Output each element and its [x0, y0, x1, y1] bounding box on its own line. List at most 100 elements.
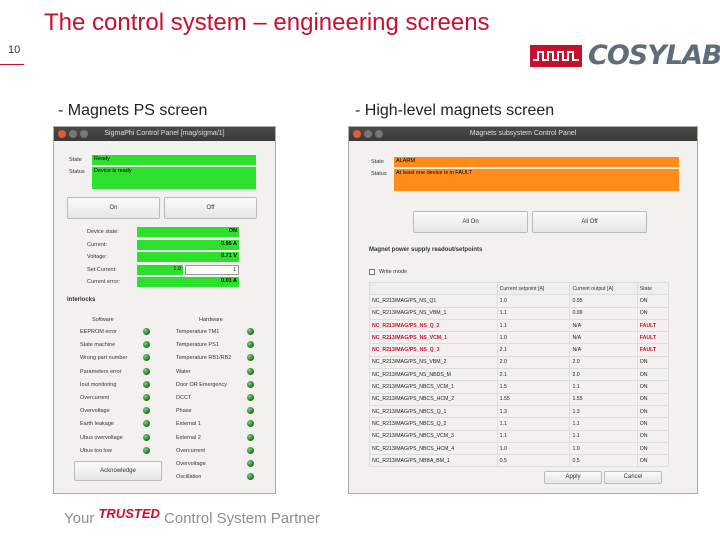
table-cell[interactable]: 1.5 [496, 380, 571, 394]
table-cell[interactable]: NC_R213/MAG/PS_NBCS_Q_2 [369, 417, 498, 431]
table-row[interactable]: NC_R213/MAG/PS_NBBA_BM_1 0.5 0.5 ON [369, 454, 670, 468]
table-cell[interactable]: 0.99 [569, 306, 638, 320]
table-cell[interactable]: 1.55 [569, 392, 638, 406]
table-cell[interactable]: ON [636, 454, 670, 468]
table-row[interactable]: NC_R213/MAG/PS_NBCS_VCM_3 1.1 1.1 ON [369, 429, 670, 443]
table-cell[interactable]: NC_R213/MAG/PS_NBCS_HCM_2 [369, 392, 498, 406]
set-current-spinbox[interactable]: 1.0 [137, 264, 183, 275]
table-cell[interactable]: 1.1 [569, 417, 638, 431]
table-cell[interactable]: ON [636, 368, 670, 382]
all-on-button[interactable]: All On [413, 211, 528, 233]
table-cell[interactable]: NC_R213/MAG/PS_NS_VBM_2 [369, 355, 498, 370]
table-cell[interactable]: FAULT [636, 331, 670, 345]
table-cell[interactable]: 1.0 [496, 294, 571, 308]
table-cell[interactable]: 2.0 [569, 355, 638, 370]
table-cell[interactable]: 1.3 [496, 404, 571, 419]
cancel-button[interactable]: Cancel [604, 471, 662, 484]
table-cell[interactable]: NC_R213/MAG/PS_NS_Q1 [369, 294, 498, 308]
column-header[interactable]: State [636, 281, 670, 296]
table-cell[interactable]: ON [636, 417, 670, 431]
table-row[interactable]: NC_R213/MAG/PS_NS_VCM_1 1.0 N/A FAULT [369, 331, 670, 345]
logo-pulse-icon [530, 44, 582, 67]
table-cell[interactable]: FAULT [636, 318, 670, 333]
table-cell[interactable]: N/A [569, 343, 638, 357]
slide-number: 10 [8, 44, 21, 56]
table-cell[interactable]: 1.0 [569, 441, 638, 456]
table-cell[interactable]: NC_R213/MAG/PS_NBCS_HCM_4 [369, 441, 498, 456]
table-cell[interactable]: 1.0 [496, 331, 571, 345]
table-row[interactable]: NC_R213/MAG/PS_NS_VBM_1 1.1 0.99 ON [369, 306, 670, 320]
apply-button[interactable]: Apply [544, 471, 602, 484]
table-cell[interactable]: FAULT [636, 343, 670, 357]
minimize-icon[interactable] [69, 130, 77, 138]
table-cell[interactable]: 1.1 [569, 429, 638, 443]
status-led-icon [143, 367, 150, 375]
table-cell[interactable]: ON [636, 355, 670, 370]
table-cell[interactable]: 2.0 [496, 355, 571, 370]
table-row[interactable]: NC_R213/MAG/PS_NBCS_Q_1 1.3 1.3 ON [369, 404, 670, 419]
table-cell[interactable]: 1.1 [496, 429, 571, 443]
set-current-input[interactable]: 1 [185, 264, 239, 275]
table-cell[interactable]: 1.3 [569, 404, 638, 419]
on-button[interactable]: On [67, 197, 160, 219]
table-row[interactable]: NC_R213/MAG/PS_NBCS_HCM_4 1.0 1.0 ON [369, 441, 670, 456]
table-row[interactable]: NC_R213/MAG/PS_NBCS_Q_2 1.1 1.1 ON [369, 417, 670, 431]
table-cell[interactable]: N/A [569, 318, 638, 333]
off-button[interactable]: Off [164, 197, 257, 219]
acknowledge-button[interactable]: Acknowledge [74, 461, 162, 481]
table-cell[interactable]: NC_R213/MAG/PS_NS_VBM_1 [369, 306, 498, 320]
table-cell[interactable]: ON [636, 404, 670, 419]
write-mode-checkbox[interactable] [369, 269, 375, 275]
all-off-button[interactable]: All Off [532, 211, 647, 233]
table-row[interactable]: NC_R213/MAG/PS_NS_Q1 1.0 0.95 ON [369, 294, 670, 308]
table-cell[interactable]: NC_R213/MAG/PS_NBCS_VCM_3 [369, 429, 498, 443]
table-row[interactable]: NC_R213/MAG/PS_NS_Q_3 2.1 N/A FAULT [369, 343, 670, 357]
hardware-interlock-label: Overcurrent [176, 447, 206, 454]
table-cell[interactable]: NC_R213/MAG/PS_NBCS_Q_1 [369, 404, 498, 419]
status-led-icon [143, 433, 150, 441]
minimize-icon[interactable] [364, 130, 372, 138]
table-cell[interactable]: 1.0 [496, 441, 571, 456]
maximize-icon[interactable] [80, 130, 88, 138]
table-cell[interactable]: ON [636, 380, 670, 394]
table-cell[interactable]: 1.1 [496, 306, 571, 320]
table-cell[interactable]: 1.1 [569, 380, 638, 394]
hardware-interlock-label: Oscillation [176, 474, 202, 481]
software-header: Software [92, 317, 114, 323]
table-row[interactable]: NC_R213/MAG/PS_NS_Q_2 1.1 N/A FAULT [369, 318, 670, 333]
column-header[interactable] [369, 281, 498, 296]
table-cell[interactable]: 0.5 [569, 454, 638, 468]
table-cell[interactable]: NC_R213/MAG/PS_NS_Q_3 [369, 343, 498, 357]
table-cell[interactable]: ON [636, 294, 670, 308]
table-cell[interactable]: NC_R213/MAG/PS_NS_NBDS_M [369, 368, 498, 382]
table-cell[interactable]: ON [636, 441, 670, 456]
table-cell[interactable]: NC_R213/MAG/PS_NS_Q_2 [369, 318, 498, 333]
table-row[interactable]: NC_R213/MAG/PS_NS_NBDS_M 2.1 2.0 ON [369, 368, 670, 382]
table-cell[interactable]: 2.1 [496, 368, 571, 382]
table-cell[interactable]: ON [636, 429, 670, 443]
table-cell[interactable]: ON [636, 306, 670, 320]
table-cell[interactable]: ON [636, 392, 670, 406]
table-cell[interactable]: N/A [569, 331, 638, 345]
column-header[interactable]: Current output [A] [569, 281, 638, 296]
table-row[interactable]: NC_R213/MAG/PS_NS_VBM_2 2.0 2.0 ON [369, 355, 670, 370]
table-cell[interactable]: 1.55 [496, 392, 571, 406]
table-cell[interactable]: 0.95 [569, 294, 638, 308]
close-icon[interactable] [353, 130, 361, 138]
table-row[interactable]: NC_R213/MAG/PS_NBCS_HCM_2 1.55 1.55 ON [369, 392, 670, 406]
table-cell[interactable]: 1.1 [496, 318, 571, 333]
column-header[interactable]: Current setpoint [A] [496, 281, 571, 296]
table-cell[interactable]: 2.1 [496, 343, 571, 357]
status-led-icon [247, 407, 254, 415]
status-led-icon [247, 473, 254, 481]
table-cell[interactable]: NC_R213/MAG/PS_NBCS_VCM_1 [369, 380, 498, 394]
table-cell[interactable]: 0.5 [496, 454, 571, 468]
maximize-icon[interactable] [375, 130, 383, 138]
table-row[interactable]: NC_R213/MAG/PS_NBCS_VCM_1 1.5 1.1 ON [369, 380, 670, 394]
table-cell[interactable]: NC_R213/MAG/PS_NBBA_BM_1 [369, 454, 498, 468]
window-titlebar: Magnets subsystem Control Panel [349, 127, 697, 141]
table-cell[interactable]: 2.0 [569, 368, 638, 382]
close-icon[interactable] [58, 130, 66, 138]
table-cell[interactable]: NC_R213/MAG/PS_NS_VCM_1 [369, 331, 498, 345]
table-cell[interactable]: 1.1 [496, 417, 571, 431]
